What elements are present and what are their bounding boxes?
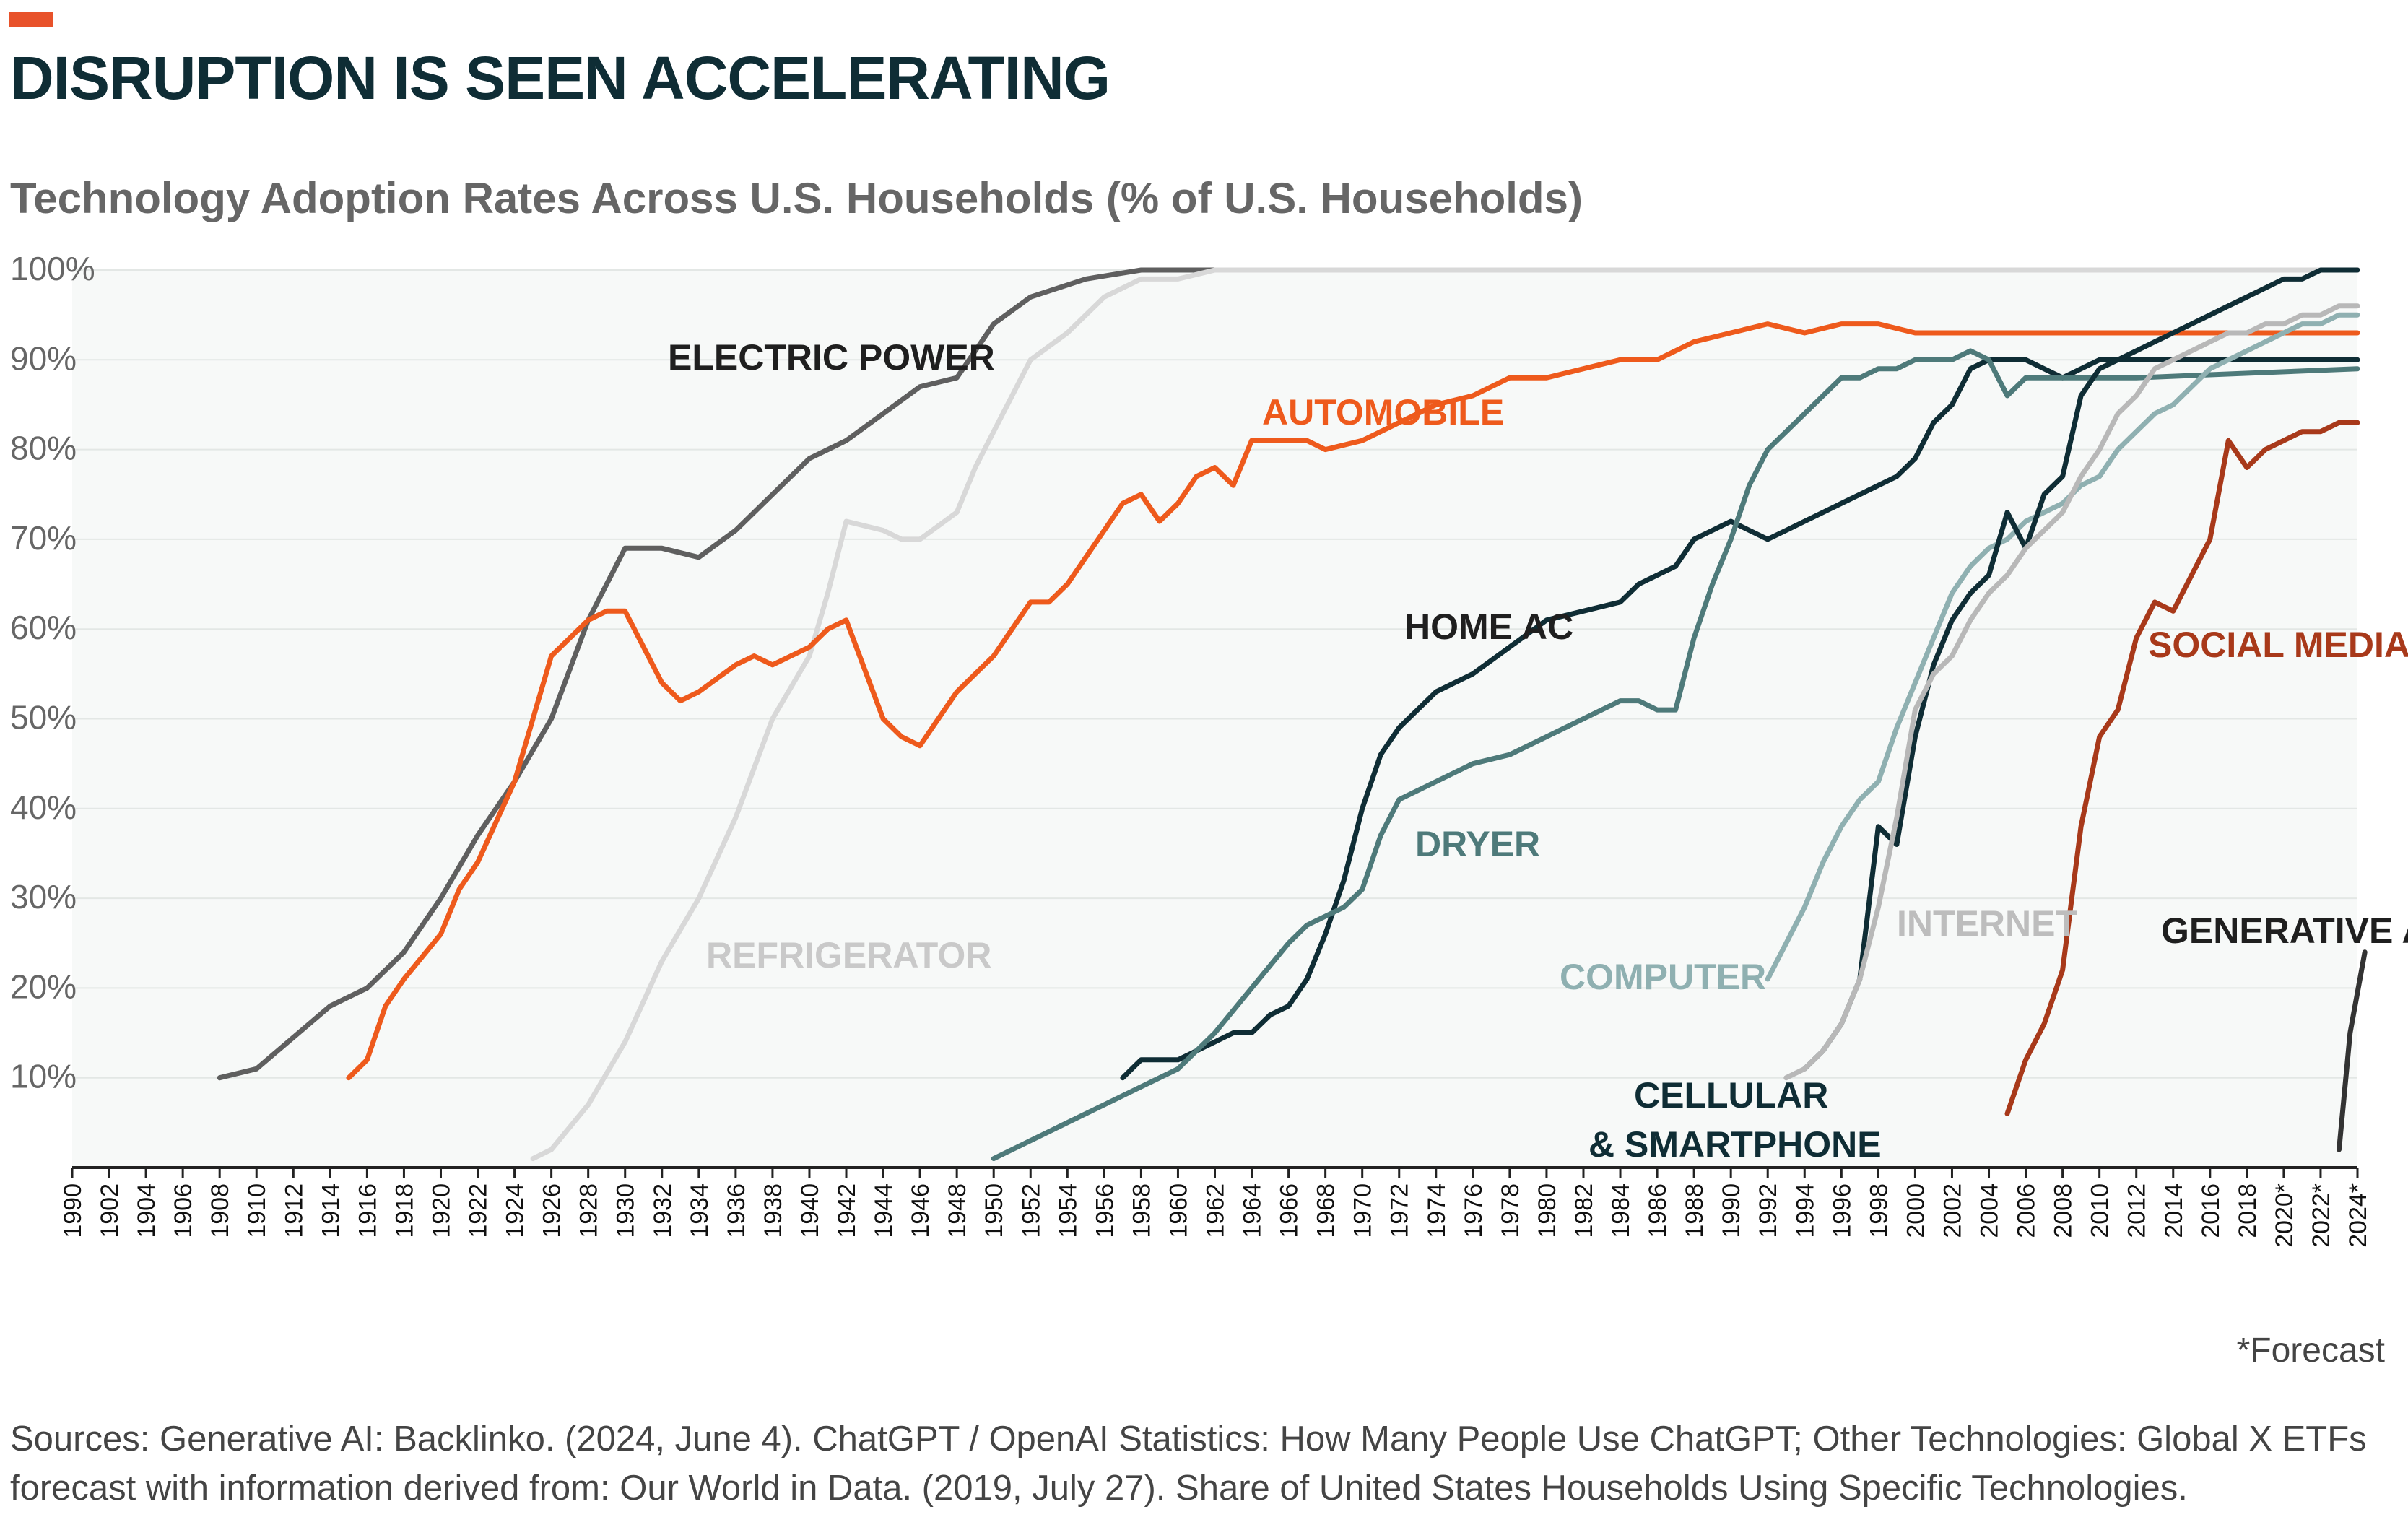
x-tick-label: 1924 (502, 1183, 529, 1238)
series-label-computer: COMPUTER (1560, 957, 1766, 997)
series-line-cellular-and-smartphone (1801, 267, 2360, 1072)
x-tick-label: 2008 (2050, 1183, 2077, 1238)
y-tick-label: 50% (10, 699, 77, 736)
x-tick-label: 1966 (1276, 1183, 1303, 1238)
x-tick-label: 2016 (2197, 1183, 2225, 1238)
x-tick-label: 2018 (2234, 1183, 2261, 1238)
series-line-generative-ai (2337, 949, 2368, 1152)
x-tick-label: 1970 (1349, 1183, 1377, 1238)
series-label-electric-power: ELECTRIC POWER (668, 337, 995, 378)
x-tick-label: 1920 (427, 1183, 455, 1238)
x-tick-label: 1948 (944, 1183, 971, 1238)
x-tick-label: 1906 (170, 1183, 197, 1238)
series-label-cellular-line2: & SMARTPHONE (1588, 1124, 1882, 1165)
x-tick-label: 2006 (2013, 1183, 2040, 1238)
x-tick-label: 1988 (1681, 1183, 1708, 1238)
series-label-home-ac: HOME AC (1404, 607, 1573, 647)
x-tick-label: 1944 (870, 1183, 897, 1238)
x-tick-label: 1938 (760, 1183, 787, 1238)
x-tick-label: 2004 (1976, 1183, 2004, 1238)
x-tick-label: 1964 (1239, 1183, 1266, 1238)
x-tick-label: 2024* (2344, 1183, 2372, 1248)
y-tick-label: 40% (10, 788, 77, 826)
x-tick-label: 1968 (1313, 1183, 1340, 1238)
y-tick-label: 20% (10, 968, 77, 1005)
x-tick-label: 1992 (1755, 1183, 1782, 1238)
y-tick-label: 90% (10, 339, 77, 377)
x-tick-label: 1984 (1607, 1183, 1635, 1238)
series-line-home-ac (1120, 357, 2360, 1081)
x-tick-label: 1916 (354, 1183, 381, 1238)
x-tick-label: 1990 (1718, 1183, 1745, 1238)
x-tick-label: 1994 (1791, 1183, 1819, 1238)
series-label-social-media: SOCIAL MEDIA (2148, 625, 2408, 665)
series-label-automobile: AUTOMOBILE (1262, 392, 1504, 433)
x-tick-label: 1932 (649, 1183, 677, 1238)
x-tick-label: 2022* (2308, 1183, 2335, 1248)
x-tick-label: 1978 (1497, 1183, 1524, 1238)
x-tick-label: 1962 (1202, 1183, 1230, 1238)
series-line-automobile (346, 321, 2360, 1081)
x-tick-label: 1908 (207, 1183, 234, 1238)
x-tick-label: 1904 (133, 1183, 160, 1238)
forecast-note: *Forecast (2236, 1331, 2385, 1370)
adoption-line-chart: 10% 20% 30% 40% 50% 60% 70% 80% 90% 100% 1990 1902 1… (10, 250, 2408, 1248)
x-tick-label: 1946 (907, 1183, 934, 1238)
y-tick-label: 80% (10, 430, 77, 467)
x-tick-label: 2010 (2087, 1183, 2114, 1238)
x-tick-label: 2014 (2160, 1183, 2188, 1238)
series-label-cellular-line1: CELLULAR (1634, 1075, 1828, 1116)
accent-bar (9, 12, 53, 27)
x-tick-label: 1926 (539, 1183, 566, 1238)
series-label-dryer: DRYER (1415, 824, 1540, 864)
chart-title: DISRUPTION IS SEEN ACCELERATING (10, 44, 1110, 112)
x-tick-label: 1942 (833, 1183, 861, 1238)
x-tick-label: 2002 (1939, 1183, 1966, 1238)
x-tick-label: 1998 (1865, 1183, 1892, 1238)
series-line-social-media (2004, 420, 2360, 1116)
x-tick-label: 1940 (796, 1183, 824, 1238)
chart-subtitle: Technology Adoption Rates Across U.S. Ho… (10, 174, 1583, 222)
x-tick-label: 2020* (2271, 1183, 2298, 1248)
y-tick-label: 100% (10, 250, 95, 287)
y-tick-label: 70% (10, 519, 77, 557)
series-label-refrigerator: REFRIGERATOR (706, 935, 991, 975)
x-tick-label: 1952 (1017, 1183, 1045, 1238)
x-tick-label: 1914 (317, 1183, 344, 1238)
sources-note: Sources: Generative AI: Backlinko. (2024… (10, 1420, 2367, 1508)
x-tick-label: 1980 (1534, 1183, 1561, 1238)
series-label-internet: INTERNET (1897, 903, 2077, 944)
x-tick-label: 2012 (2124, 1183, 2151, 1238)
x-tick-label: 1956 (1091, 1183, 1118, 1238)
y-tick-label: 10% (10, 1058, 77, 1095)
x-tick-label: 1950 (981, 1183, 1008, 1238)
x-tick-label: 1934 (686, 1183, 713, 1238)
x-tick-label: 1996 (1828, 1183, 1856, 1238)
series-line-internet (1783, 303, 2360, 1081)
x-tick-label: 1982 (1570, 1183, 1598, 1238)
x-tick-label: 1936 (723, 1183, 750, 1238)
series-label-generative-ai: GENERATIVE AI (2161, 910, 2408, 951)
y-tick-label: 30% (10, 878, 77, 916)
x-tick-label: 1930 (612, 1183, 640, 1238)
series-line-computer (1765, 312, 2360, 982)
x-tick-label: 1972 (1386, 1183, 1414, 1238)
y-tick-label: 60% (10, 609, 77, 646)
x-tick-label: 1974 (1423, 1183, 1451, 1238)
x-tick-label: 1976 (1460, 1183, 1487, 1238)
x-tick-label: 1922 (465, 1183, 492, 1238)
x-tick-label: 1960 (1165, 1183, 1192, 1238)
x-tick-label: 1986 (1644, 1183, 1672, 1238)
x-tick-label: 1918 (391, 1183, 418, 1238)
x-tick-label: 1910 (243, 1183, 271, 1238)
x-tick-label: 1954 (1054, 1183, 1082, 1238)
x-tick-label: 1902 (96, 1183, 123, 1238)
x-tick-label: 1912 (280, 1183, 308, 1238)
series-line-dryer (991, 348, 2360, 1162)
series-line-refrigerator (530, 267, 2360, 1162)
x-tick-label: 1990 (59, 1183, 87, 1238)
x-tick-label: 1928 (575, 1183, 603, 1238)
x-tick-label: 2000 (1902, 1183, 1929, 1238)
x-tick-label: 1958 (1128, 1183, 1155, 1238)
